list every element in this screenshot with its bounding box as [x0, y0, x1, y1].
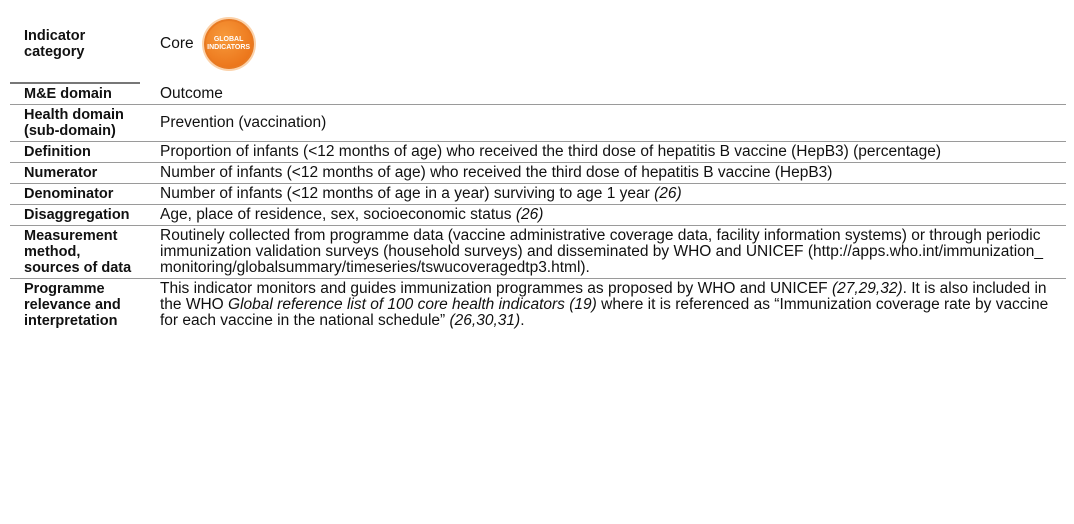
table-row: Measurement method, sources of data Routi… — [10, 225, 1066, 279]
page: Indicator category Core GLOBAL INDICATORS M&… — [0, 6, 1074, 524]
row-value: Proportion of infants (<12 months of age… — [140, 141, 1066, 163]
badge-text: INDICATORS — [207, 44, 251, 51]
row-label: Programme relevance and interpretation — [24, 281, 121, 329]
row-value: Number of infants (<12 months of age in … — [140, 183, 1066, 205]
table-row: Programme relevance and interpretation Th… — [10, 279, 1066, 332]
table-row: Definition Proportion of infants (<12 mon… — [10, 141, 1066, 163]
text-run: Proportion of infants (<12 months of age… — [160, 143, 942, 160]
row-value: Prevention (vaccination) — [140, 104, 1066, 142]
table-row: Denominator Number of infants (<12 months… — [10, 183, 1066, 205]
text-run: Number of infants (<12 months of age in … — [160, 185, 655, 202]
row-label: Health domain (sub-domain) — [10, 104, 140, 142]
text-run: Core — [160, 35, 194, 52]
table-row: M&E domain Outcome — [10, 83, 1066, 105]
row-value: Age, place of residence, sex, socioecono… — [140, 204, 1066, 226]
text-run: (26,30,31) — [449, 312, 521, 329]
global-indicators-badge: GLOBAL INDICATORS — [203, 19, 254, 69]
text-run: . — [520, 312, 525, 329]
table-row: Indicator category Core GLOBAL INDICATORS — [10, 6, 1066, 84]
text-run: Number of infants (<12 months of age) wh… — [160, 164, 833, 181]
text-run: Global reference list of 100 core health… — [228, 296, 597, 313]
badge-text: GLOBAL — [213, 36, 244, 43]
text-run: Routinely collected from programme data … — [160, 227, 1044, 276]
table-row: Numerator Number of infants (<12 months o… — [10, 162, 1066, 184]
row-label: M&E domain — [10, 83, 140, 105]
row-value: Core GLOBAL INDICATORS — [140, 6, 1066, 82]
text-run: (27,29,32) — [831, 280, 903, 297]
indicator-table: Indicator category Core GLOBAL INDICATORS M&… — [10, 6, 1066, 331]
text-run: Outcome — [160, 84, 223, 102]
row-label: Disaggregation — [10, 204, 140, 226]
text-run: Age, place of residence, sex, socioecono… — [160, 206, 516, 223]
text-run: (26) — [515, 206, 544, 223]
text-run: Prevention (vaccination) — [160, 114, 327, 131]
text-run: This indicator monitors and guides immun… — [160, 280, 832, 297]
row-label: Denominator — [10, 183, 140, 205]
row-label: Definition — [10, 141, 140, 163]
row-value: This indicator monitors and guides immun… — [140, 279, 1066, 332]
row-value: Outcome — [140, 83, 1066, 105]
text-run: . It is also included in the WHO — [160, 280, 1047, 313]
row-label: Measurement method, sources of data — [10, 225, 140, 279]
row-value: Routinely collected from programme data … — [140, 225, 1066, 279]
row-label: Numerator — [10, 162, 140, 184]
table-row: Health domain (sub-domain) Prevention (va… — [10, 104, 1066, 142]
table-row: Disaggregation Age, place of residence, s… — [10, 204, 1066, 226]
text-run: where it is referenced as “Immunization … — [160, 296, 1049, 329]
row-label: Indicator category — [10, 6, 140, 84]
text-run: (26) — [654, 185, 682, 202]
row-value: Number of infants (<12 months of age) wh… — [140, 162, 1066, 184]
